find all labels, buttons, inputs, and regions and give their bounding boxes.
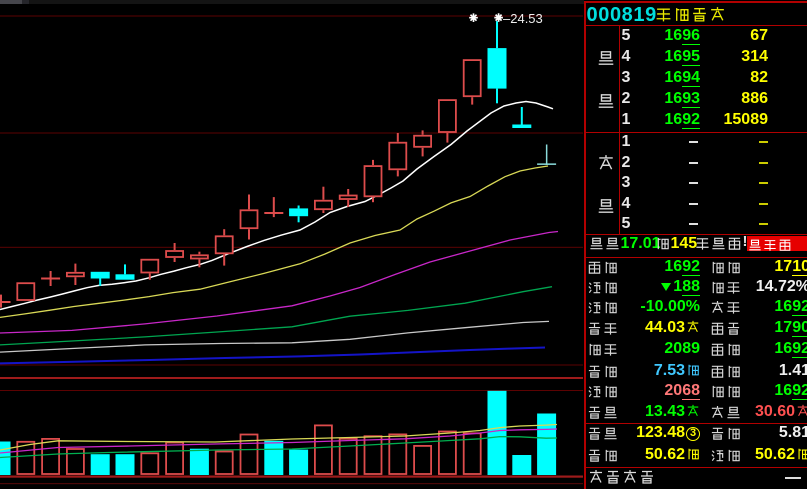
svg-text:–24.53: –24.53: [503, 11, 543, 26]
